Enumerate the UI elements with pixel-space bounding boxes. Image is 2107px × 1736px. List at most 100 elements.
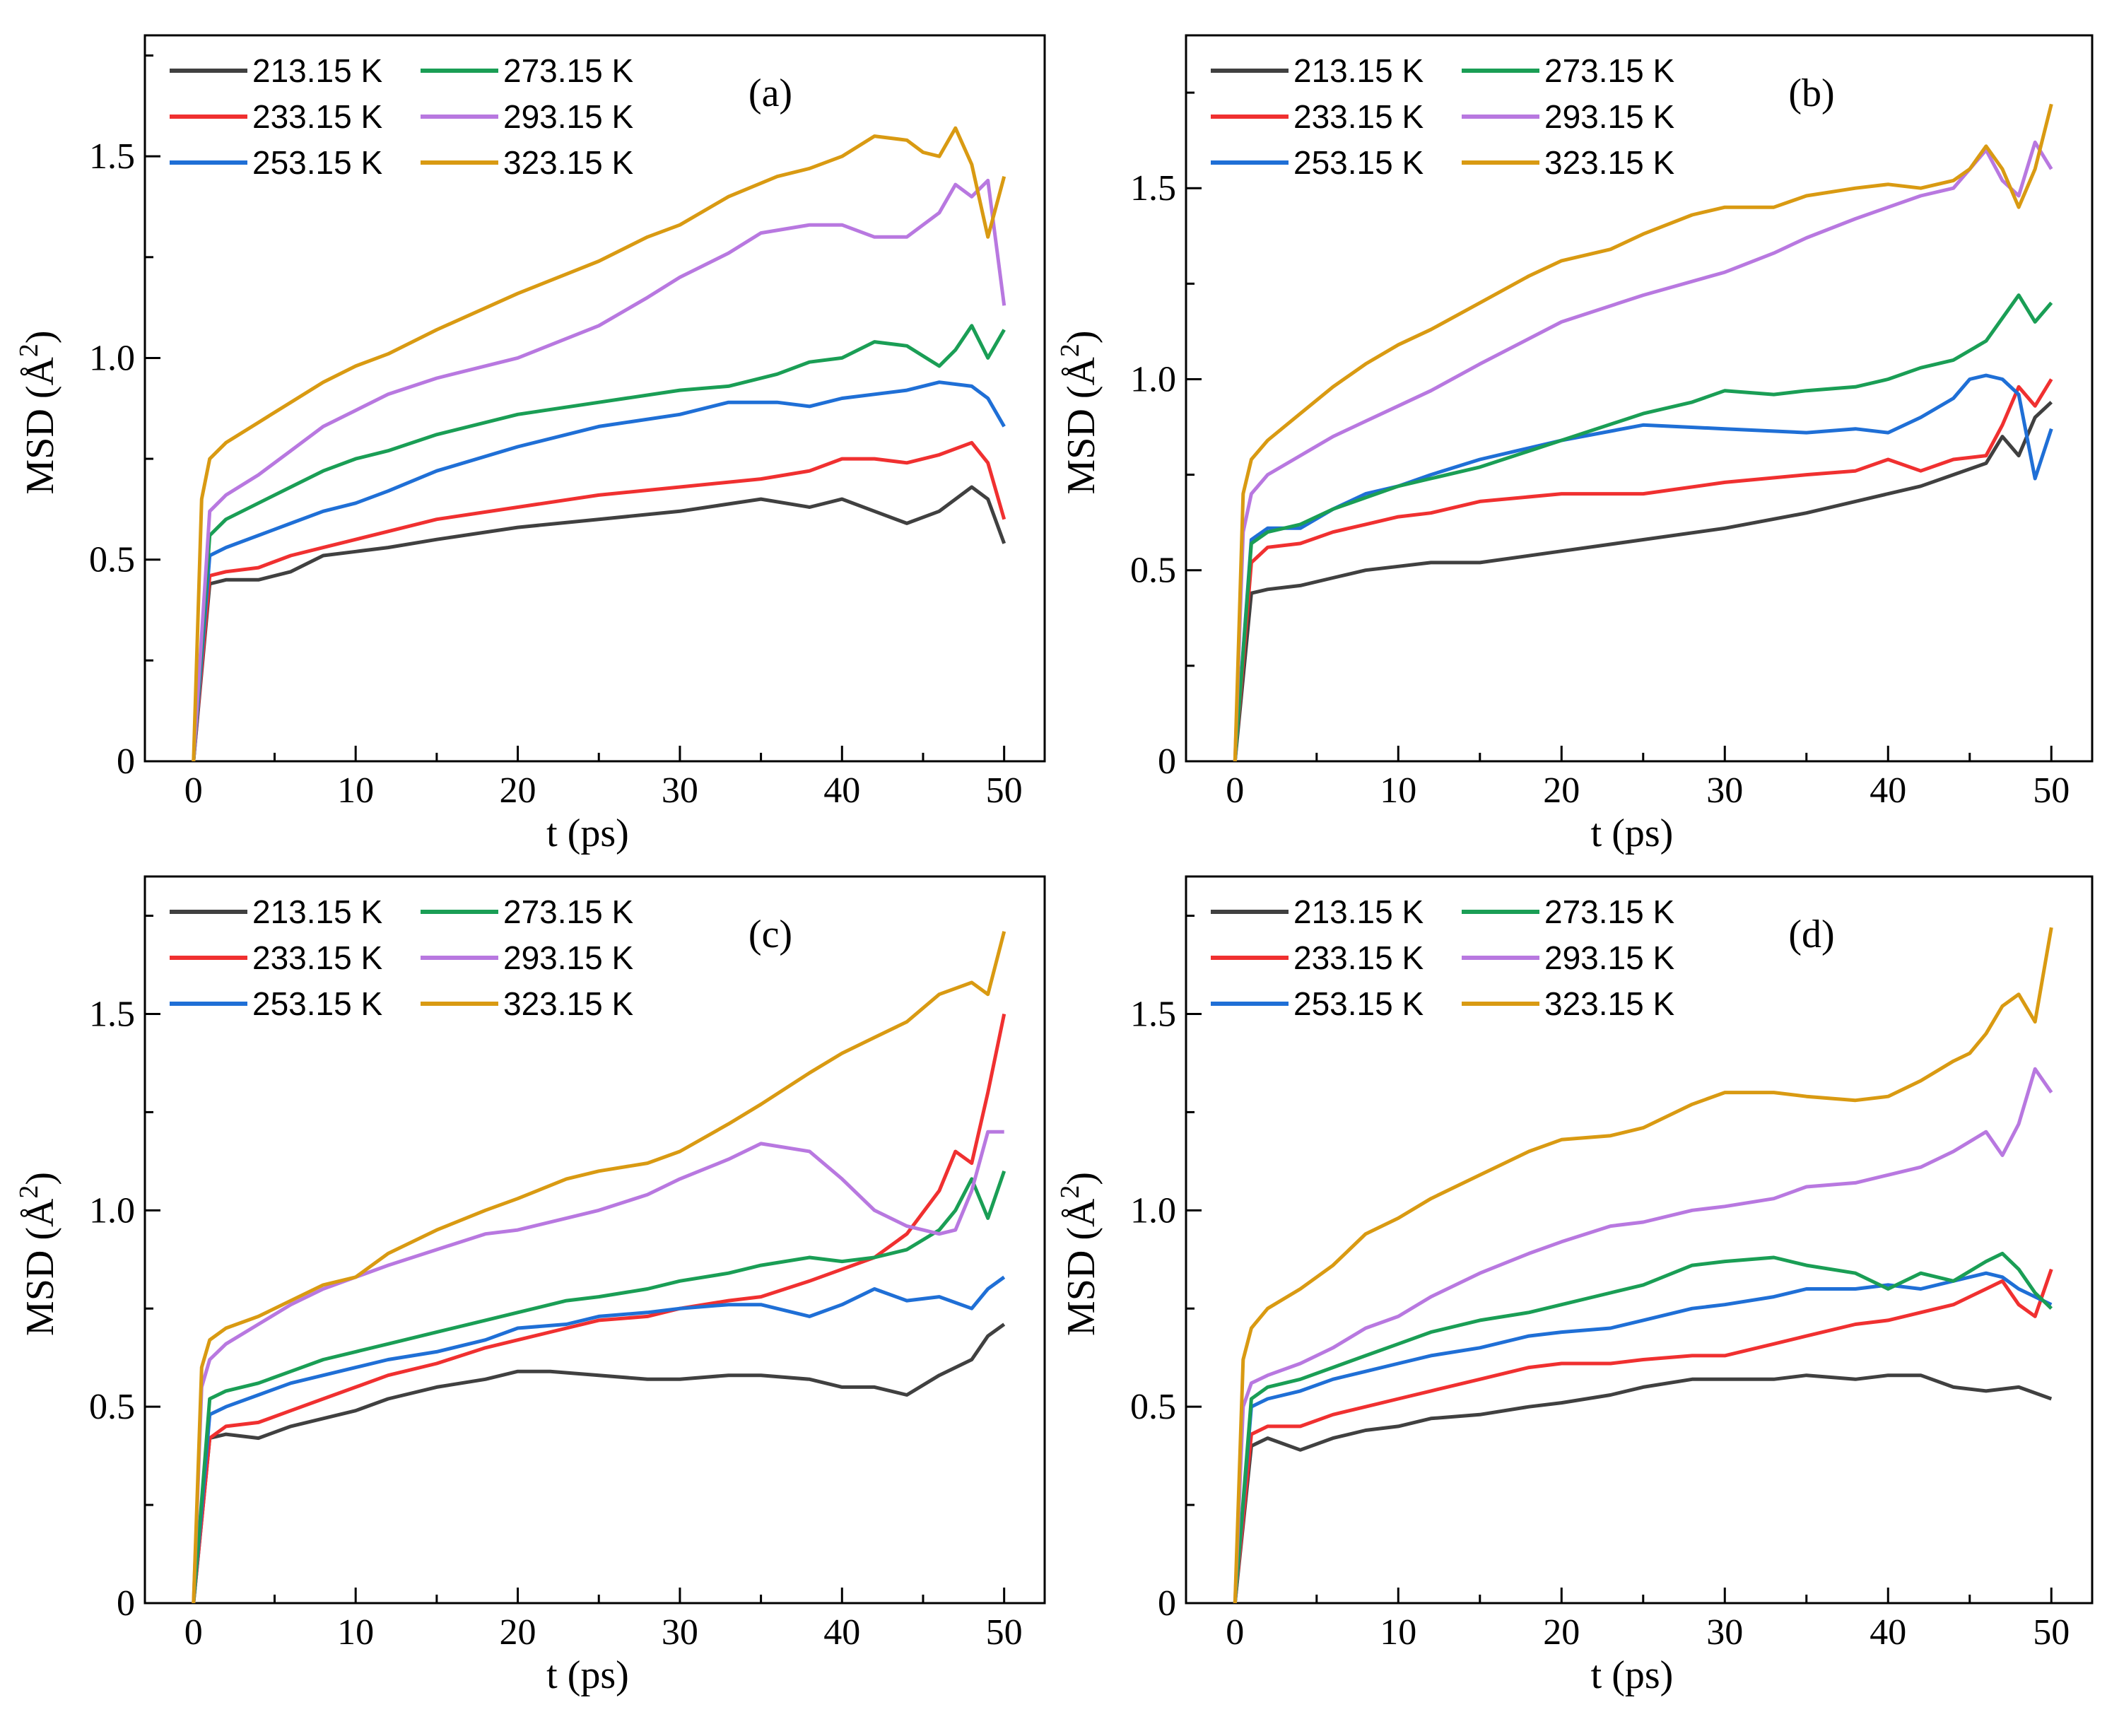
y-tick-label: 1.0 <box>1130 359 1176 399</box>
series-line-253-15-K <box>192 380 1006 761</box>
legend-label: 273.15 K <box>503 893 633 930</box>
series-line-323-15-K <box>1233 927 2053 1603</box>
x-tick-label: 50 <box>2033 1612 2070 1653</box>
legend-label: 233.15 K <box>252 98 382 135</box>
series-line-323-15-K <box>192 931 1006 1603</box>
y-tick-label: 1.0 <box>1130 1190 1176 1231</box>
y-axis-title: MSD (Å2) <box>14 330 62 494</box>
x-tick-label: 50 <box>986 770 1023 811</box>
y-axis: 0 0.5 1.0 1.5 MSD (Å2) <box>1055 915 1202 1624</box>
x-tick-label: 30 <box>662 1612 698 1653</box>
x-tick-label: 20 <box>1543 770 1580 811</box>
y-axis-title: MSD (Å2) <box>1055 1172 1103 1336</box>
series-line-233-15-K <box>1233 1268 2053 1603</box>
plot-frame <box>1185 875 2094 1605</box>
series-group <box>1233 927 2053 1603</box>
x-axis-title: t (ps) <box>546 811 629 855</box>
panel-b: 0 10 20 30 40 50 t (ps) 0 0.5 1.0 1.5 MSD (Å2) (b) 21… <box>1055 34 2094 855</box>
legend-label: 233.15 K <box>1293 939 1424 976</box>
panel-label: (d) <box>1788 913 1834 956</box>
x-tick-label: 40 <box>1870 770 1906 811</box>
legend-label: 253.15 K <box>1293 985 1424 1022</box>
y-axis-title-close: ) <box>1060 330 1103 344</box>
x-tick-label: 30 <box>662 770 698 811</box>
y-tick-label: 1.0 <box>89 1190 135 1231</box>
panel-d: 0 10 20 30 40 50 t (ps) 0 0.5 1.0 1.5 MSD (Å2) (d) 21… <box>1055 875 2094 1697</box>
legend-label: 213.15 K <box>252 893 382 930</box>
y-axis-title-close: ) <box>18 330 62 344</box>
legend-label: 253.15 K <box>252 144 382 181</box>
y-axis-title: MSD (Å2) <box>1055 330 1103 494</box>
series-line-273-15-K <box>192 324 1006 761</box>
series-line-253-15-K <box>1233 373 2053 761</box>
legend-label: 273.15 K <box>1544 52 1674 89</box>
x-tick-label: 0 <box>1226 1612 1244 1653</box>
y-axis-title-sup: 2 <box>14 344 44 357</box>
y-tick-label: 0.5 <box>89 540 135 580</box>
x-tick-label: 30 <box>1706 770 1743 811</box>
x-tick-label: 20 <box>500 1612 536 1653</box>
legend-label: 293.15 K <box>503 98 633 135</box>
series-line-293-15-K <box>192 1130 1004 1603</box>
series-line-253-15-K <box>192 1275 1006 1603</box>
x-tick-label: 0 <box>184 1612 203 1653</box>
y-axis: 0 0.5 1.0 1.5 MSD (Å2) <box>1055 91 1202 782</box>
y-tick-label: 1.0 <box>89 338 135 378</box>
legend-label: 323.15 K <box>1544 985 1674 1022</box>
y-axis-title-main: MSD (Å <box>1060 1198 1103 1336</box>
series-line-213-15-K <box>1233 401 2053 761</box>
series-line-323-15-K <box>192 126 1006 761</box>
y-tick-label: 1.5 <box>1130 168 1176 209</box>
x-tick-label: 40 <box>823 1612 860 1653</box>
series-line-293-15-K <box>1233 1067 2053 1603</box>
legend-label: 293.15 K <box>1544 939 1674 976</box>
panel-label: (b) <box>1788 71 1834 115</box>
series-line-273-15-K <box>192 1170 1006 1603</box>
y-tick-label: 1.5 <box>89 994 135 1034</box>
series-line-273-15-K <box>1233 1251 2053 1603</box>
series-line-323-15-K <box>1233 103 2053 761</box>
y-tick-label: 1.5 <box>1130 994 1176 1034</box>
y-tick-label: 0.5 <box>1130 551 1176 591</box>
x-tick-label: 40 <box>823 770 860 811</box>
legend-label: 253.15 K <box>252 985 382 1022</box>
y-axis: 0 0.5 1.0 1.5 MSD (Å2) <box>14 54 160 782</box>
y-axis-title: MSD (Å2) <box>14 1172 62 1336</box>
legend-label: 273.15 K <box>503 52 633 89</box>
y-axis-title-sup: 2 <box>1055 344 1085 357</box>
series-group <box>192 126 1006 761</box>
series-line-273-15-K <box>1233 293 2053 761</box>
x-tick-label: 10 <box>1380 770 1416 811</box>
series-line-253-15-K <box>1233 1271 2053 1603</box>
x-tick-label: 50 <box>2033 770 2070 811</box>
x-tick-label: 0 <box>1226 770 1244 811</box>
x-axis-title: t (ps) <box>1591 811 1674 855</box>
series-group <box>1233 103 2053 761</box>
plot-frame <box>1185 34 2094 763</box>
x-tick-label: 40 <box>1870 1612 1906 1653</box>
legend-label: 213.15 K <box>1293 52 1424 89</box>
series-line-293-15-K <box>192 178 1006 761</box>
y-tick-label: 0.5 <box>1130 1387 1176 1427</box>
plot-frame <box>143 875 1046 1605</box>
y-tick-label: 0.5 <box>89 1387 135 1427</box>
series-line-233-15-K <box>192 440 1006 761</box>
x-axis: 0 10 20 30 40 50 t (ps) <box>1226 746 2070 855</box>
legend-label: 273.15 K <box>1544 893 1674 930</box>
x-tick-label: 10 <box>337 770 374 811</box>
legend-label: 253.15 K <box>1293 144 1424 181</box>
panel-label: (a) <box>749 71 792 115</box>
legend-label: 293.15 K <box>503 939 633 976</box>
series-line-293-15-K <box>1233 140 2053 761</box>
series-group <box>192 931 1006 1603</box>
legend-label: 323.15 K <box>503 985 633 1022</box>
y-tick-label: 0 <box>117 741 135 782</box>
legend-label: 213.15 K <box>252 52 382 89</box>
x-axis-title: t (ps) <box>1591 1653 1674 1697</box>
y-axis-title-close: ) <box>18 1172 62 1185</box>
legend: 213.15 K 273.15 K 233.15 K 293.15 K 253.15 K… <box>170 52 633 181</box>
y-axis: 0 0.5 1.0 1.5 MSD (Å2) <box>14 915 160 1624</box>
y-axis-title-close: ) <box>1060 1172 1103 1185</box>
y-axis-title-main: MSD (Å <box>1060 357 1103 495</box>
